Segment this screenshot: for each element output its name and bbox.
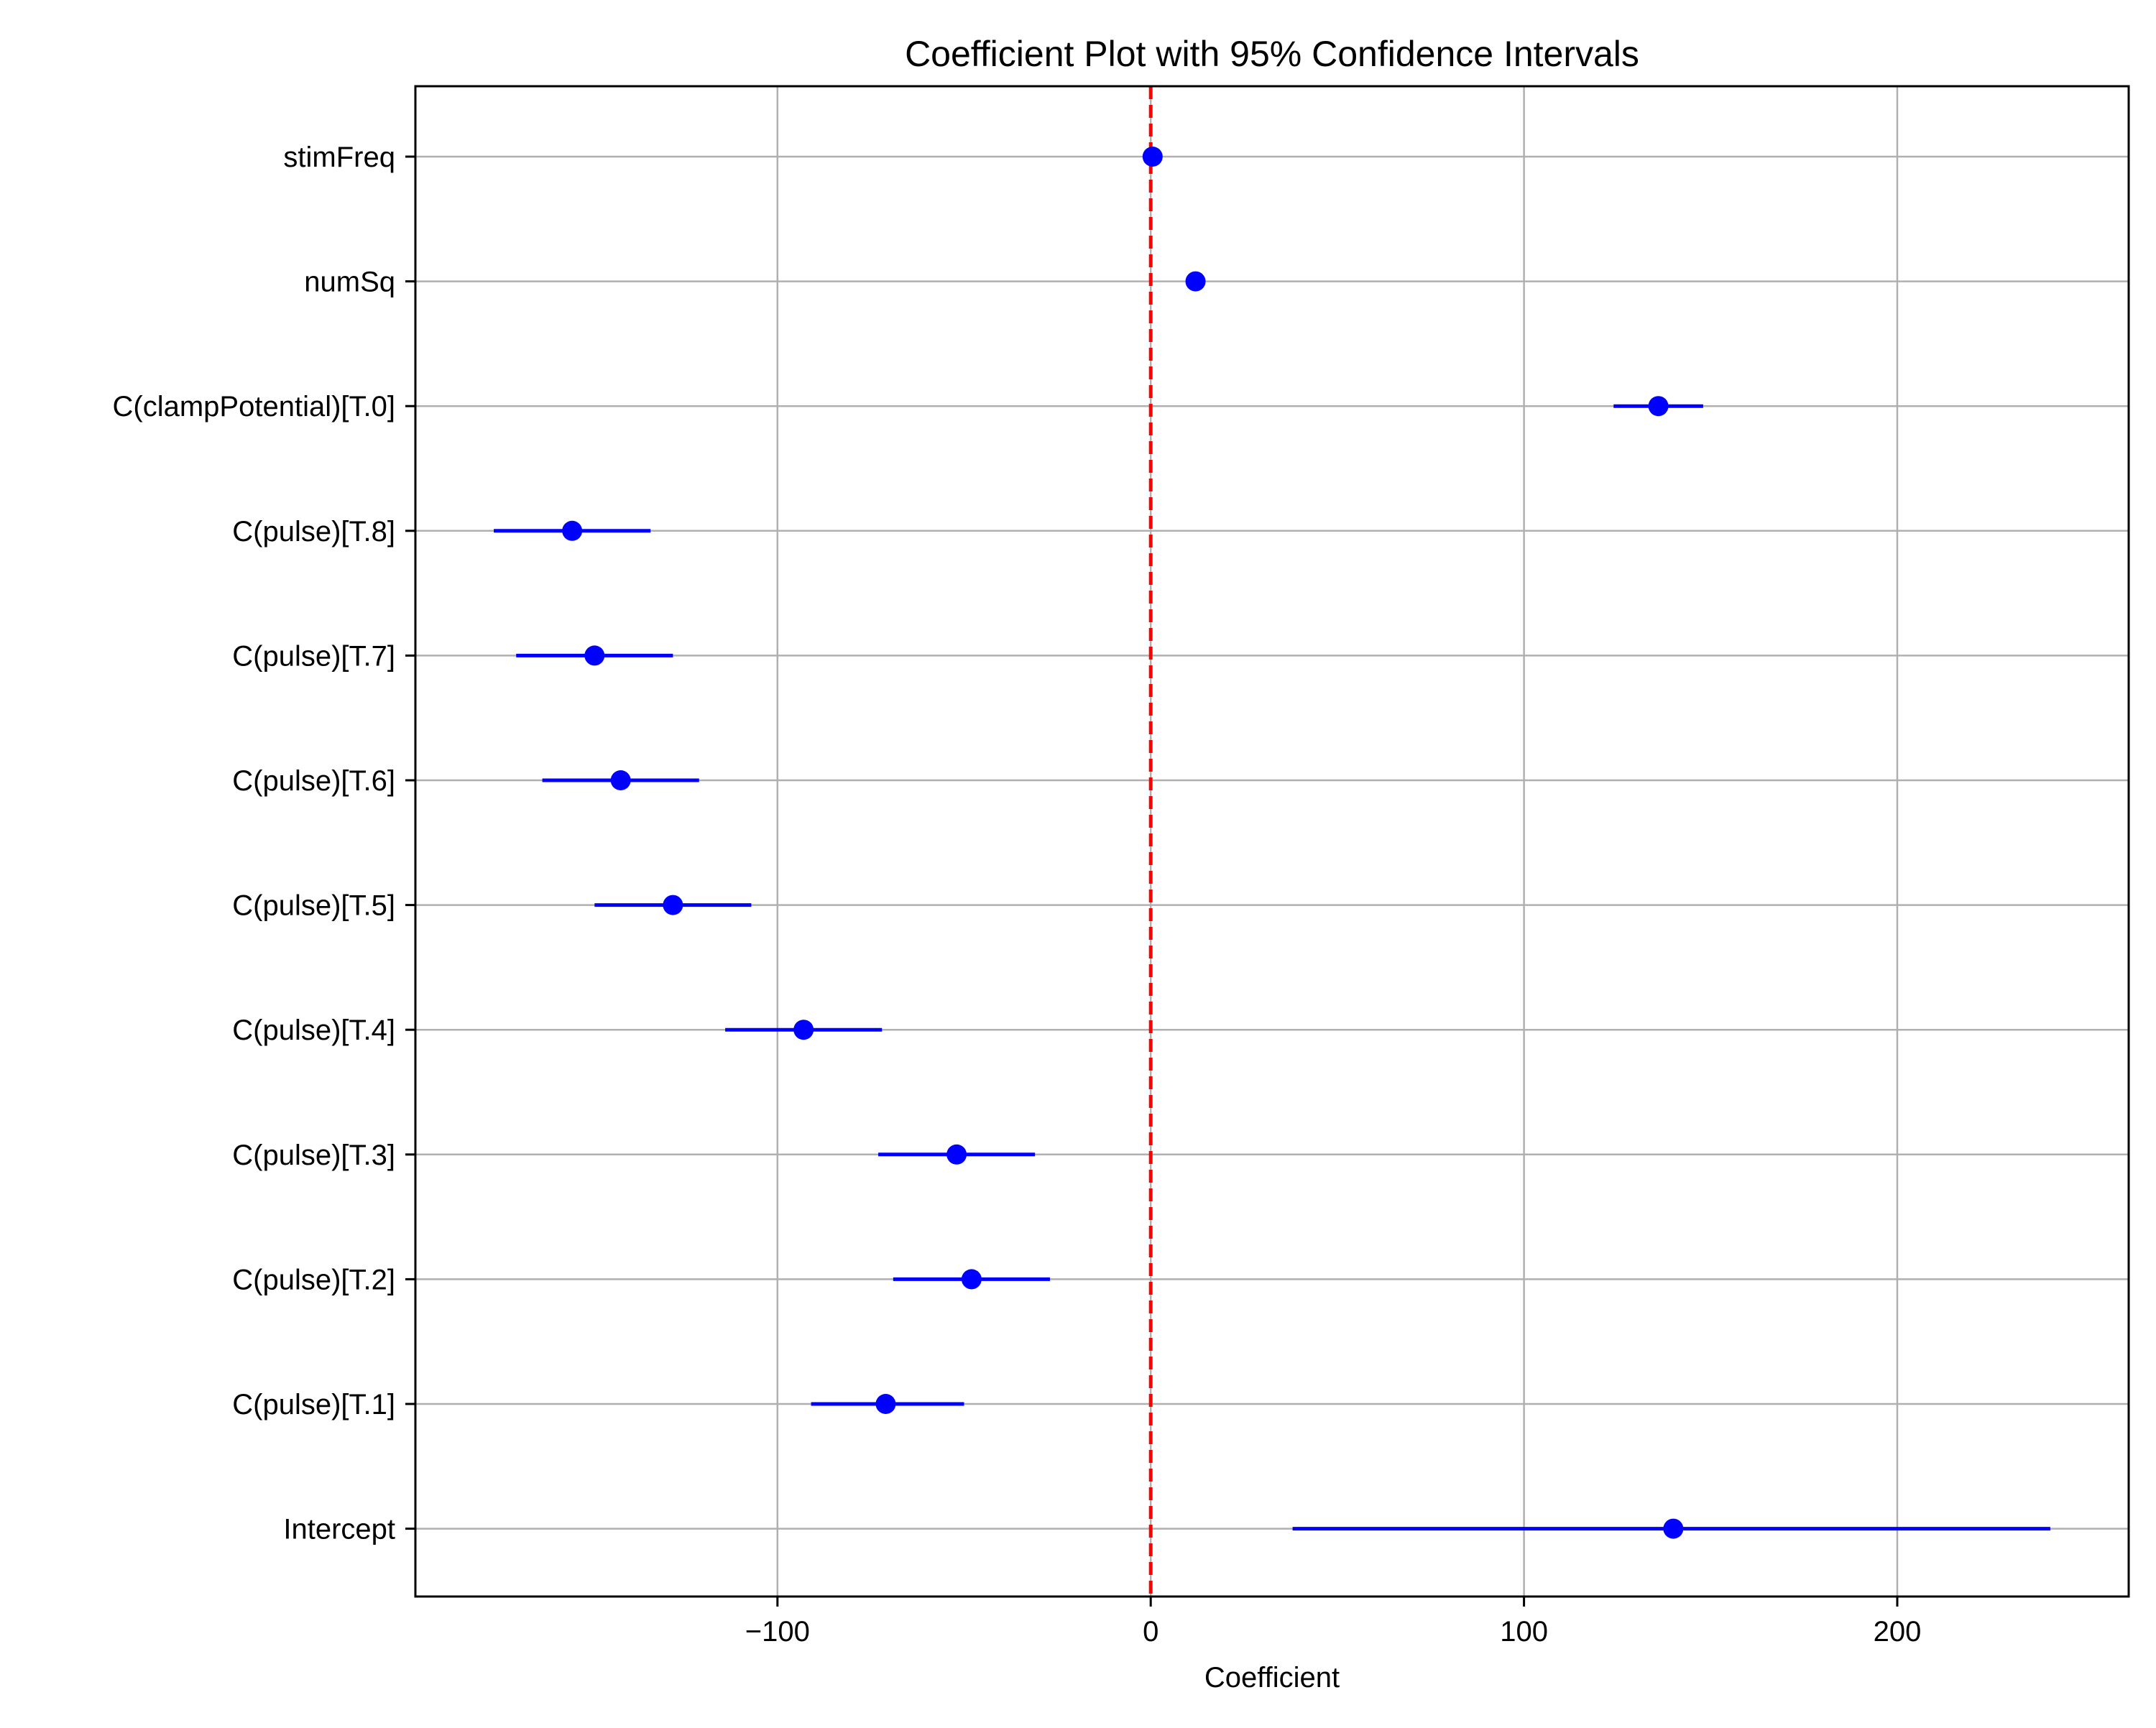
x-tick-label: −100 [745, 1616, 810, 1648]
coefficient-point [610, 770, 631, 790]
chart-title: Coefficient Plot with 95% Confidence Int… [905, 34, 1639, 74]
y-tick-label: C(pulse)[T.1] [232, 1389, 395, 1420]
coefficient-point [1142, 147, 1163, 167]
coefficient-point [584, 645, 605, 666]
coefficient-point [946, 1144, 967, 1165]
y-tick-label: C(pulse)[T.2] [232, 1264, 395, 1295]
y-tick-label: C(pulse)[T.5] [232, 890, 395, 922]
x-tick-label: 200 [1874, 1616, 1922, 1648]
data-layer [494, 147, 2050, 1539]
axis-layer: −100 0 100 200 stimFreq numSq C(clampPotential… [113, 85, 2130, 1648]
coefficient-point [961, 1269, 982, 1290]
coefficient-point [1648, 396, 1669, 417]
y-tick-label: C(pulse)[T.6] [232, 765, 395, 797]
y-tick-label: C(clampPotential)[T.0] [113, 391, 395, 422]
y-tick-label: C(pulse)[T.8] [232, 516, 395, 547]
coefficient-point [793, 1020, 814, 1040]
x-tick-label: 0 [1143, 1616, 1158, 1648]
coefficient-point [1185, 271, 1206, 292]
coefficient-point [562, 520, 583, 541]
coefficient-point [1663, 1518, 1684, 1539]
coefficient-point [875, 1394, 896, 1414]
y-tick-label: stimFreq [283, 142, 395, 173]
y-tick-label: Intercept [283, 1514, 395, 1546]
plot-frame [414, 85, 2130, 1598]
y-tick-label: numSq [304, 267, 395, 298]
x-axis-label: Coefficient [1204, 1662, 1340, 1694]
x-tick-label: 100 [1500, 1616, 1548, 1648]
coefficient-point [663, 895, 683, 915]
y-tick-label: C(pulse)[T.4] [232, 1015, 395, 1046]
y-tick-label: C(pulse)[T.7] [232, 640, 395, 672]
y-tick-label: C(pulse)[T.3] [232, 1140, 395, 1171]
